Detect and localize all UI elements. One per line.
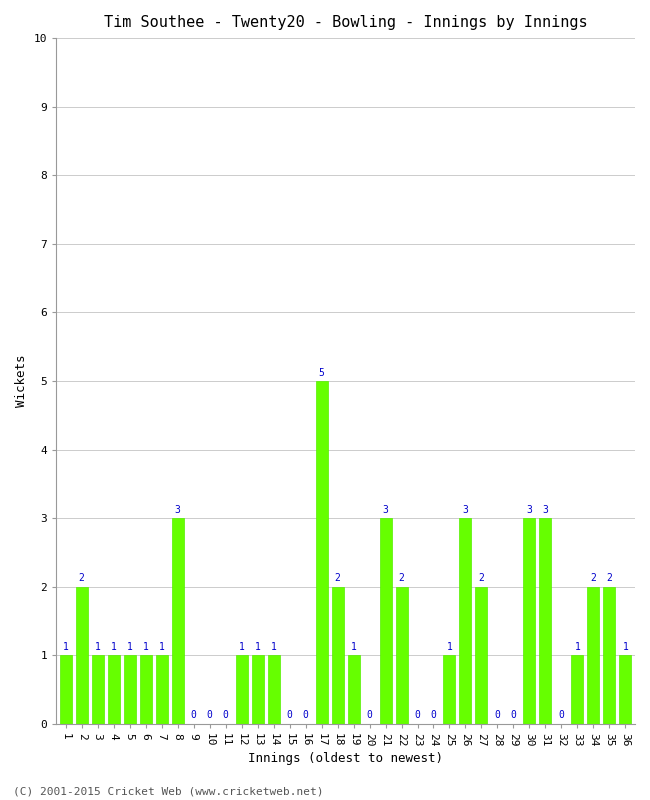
Bar: [75, 586, 88, 724]
Text: 2: 2: [478, 574, 484, 583]
Text: 0: 0: [430, 710, 436, 721]
Text: 5: 5: [318, 367, 324, 378]
Bar: [443, 655, 456, 724]
Bar: [235, 655, 248, 724]
Bar: [588, 586, 599, 724]
Text: (C) 2001-2015 Cricket Web (www.cricketweb.net): (C) 2001-2015 Cricket Web (www.cricketwe…: [13, 786, 324, 796]
Bar: [619, 655, 631, 724]
Bar: [603, 586, 616, 724]
Bar: [348, 655, 359, 724]
Bar: [124, 655, 136, 724]
Text: 1: 1: [575, 642, 580, 652]
Bar: [395, 586, 408, 724]
Text: 1: 1: [159, 642, 164, 652]
Title: Tim Southee - Twenty20 - Bowling - Innings by Innings: Tim Southee - Twenty20 - Bowling - Innin…: [104, 15, 588, 30]
Bar: [268, 655, 280, 724]
Text: 2: 2: [335, 574, 341, 583]
Text: 0: 0: [223, 710, 229, 721]
Text: 3: 3: [175, 505, 181, 514]
Text: 1: 1: [255, 642, 261, 652]
Text: 1: 1: [143, 642, 149, 652]
Bar: [155, 655, 168, 724]
Bar: [92, 655, 103, 724]
Bar: [332, 586, 344, 724]
Text: 0: 0: [415, 710, 421, 721]
Bar: [523, 518, 536, 724]
Text: 0: 0: [510, 710, 516, 721]
Text: 2: 2: [79, 574, 84, 583]
Text: 0: 0: [495, 710, 501, 721]
Text: 0: 0: [367, 710, 372, 721]
Bar: [140, 655, 151, 724]
Y-axis label: Wickets: Wickets: [15, 354, 28, 407]
Text: 1: 1: [350, 642, 356, 652]
Text: 1: 1: [623, 642, 629, 652]
Bar: [460, 518, 471, 724]
Text: 2: 2: [398, 574, 404, 583]
Bar: [380, 518, 391, 724]
Text: 3: 3: [383, 505, 389, 514]
Text: 1: 1: [127, 642, 133, 652]
Bar: [172, 518, 183, 724]
Text: 1: 1: [111, 642, 116, 652]
Bar: [315, 381, 328, 724]
Bar: [108, 655, 120, 724]
Text: 1: 1: [270, 642, 276, 652]
Bar: [252, 655, 264, 724]
Bar: [60, 655, 72, 724]
Text: 0: 0: [287, 710, 292, 721]
Text: 3: 3: [463, 505, 469, 514]
Text: 0: 0: [303, 710, 309, 721]
X-axis label: Innings (oldest to newest): Innings (oldest to newest): [248, 752, 443, 765]
Text: 0: 0: [190, 710, 196, 721]
Text: 3: 3: [526, 505, 532, 514]
Text: 1: 1: [63, 642, 69, 652]
Bar: [476, 586, 488, 724]
Text: 1: 1: [447, 642, 452, 652]
Bar: [540, 518, 551, 724]
Text: 0: 0: [207, 710, 213, 721]
Text: 2: 2: [590, 574, 596, 583]
Text: 2: 2: [606, 574, 612, 583]
Text: 1: 1: [239, 642, 244, 652]
Bar: [571, 655, 584, 724]
Text: 3: 3: [543, 505, 549, 514]
Text: 0: 0: [558, 710, 564, 721]
Text: 1: 1: [95, 642, 101, 652]
